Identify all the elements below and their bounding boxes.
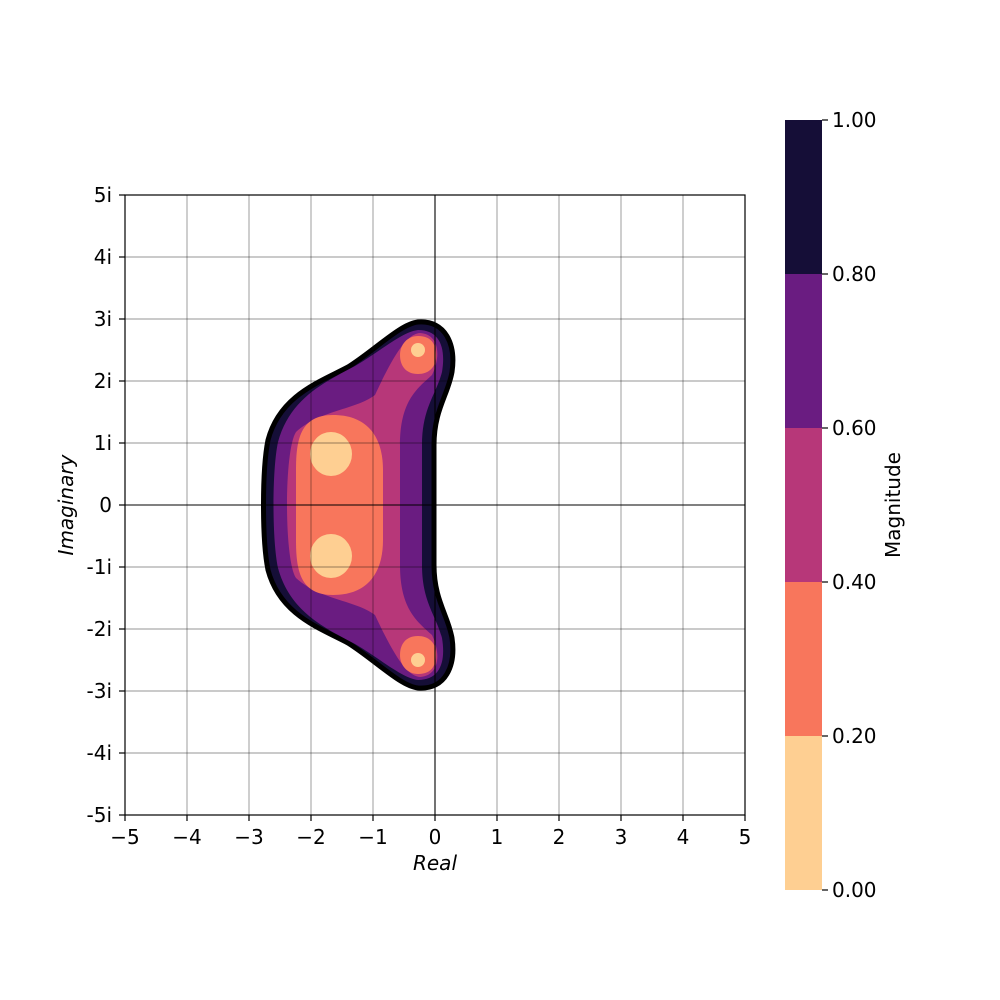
y-tick-label: 0 [99,493,112,517]
y-axis-label: Imaginary [54,453,78,555]
colorbar-band [785,736,822,890]
x-axis-ticks: −5 −4 −3 −2 −1 0 1 2 3 4 5 [110,815,751,849]
x-tick-label: 4 [677,825,690,849]
x-tick-label: −4 [172,825,201,849]
x-tick-label: 3 [615,825,628,849]
y-tick-label: -4i [87,741,113,765]
y-tick-label: -2i [87,617,113,641]
x-tick-label: −3 [234,825,263,849]
y-tick-label: 3i [94,307,112,331]
y-tick-label: 4i [94,245,112,269]
colorbar-label: Magnitude [881,452,905,558]
y-tick-label: -1i [87,555,113,579]
x-tick-label: −5 [110,825,139,849]
colorbar-band [785,274,822,428]
colorbar-band [785,582,822,736]
plot-area: −5 −4 −3 −2 −1 0 1 2 3 4 5 5i 4i 3i 2i 1i 0 -1i -2i -3i -4i… [54,183,751,875]
x-axis-label: Real [413,851,457,875]
contour-band-0.00-0.20-pole-3 [411,343,425,357]
x-tick-label: 1 [491,825,504,849]
y-axis-ticks: 5i 4i 3i 2i 1i 0 -1i -2i -3i -4i -5i [87,183,125,827]
colorbar-ticks: 0.00 0.20 0.40 0.60 0.80 1.00 [822,108,877,902]
colorbar-tick-label: 0.20 [832,724,877,748]
x-tick-label: −2 [296,825,325,849]
colorbar-bands [785,120,822,890]
y-tick-label: 5i [94,183,112,207]
colorbar-tick-label: 0.40 [832,570,877,594]
colorbar-band [785,428,822,582]
y-tick-label: -5i [87,803,113,827]
y-tick-label: 2i [94,369,112,393]
contour-band-0.00-0.20-pole-2 [310,534,352,578]
x-tick-label: 5 [739,825,752,849]
y-tick-label: -3i [87,679,113,703]
colorbar-tick-label: 1.00 [832,108,877,132]
colorbar-band [785,120,822,274]
colorbar-tick-label: 0.00 [832,878,877,902]
contour-band-0.00-0.20-pole-4 [411,653,425,667]
colorbar: 0.00 0.20 0.40 0.60 0.80 1.00 Magnitude [785,108,905,902]
x-tick-label: −1 [358,825,387,849]
x-tick-label: 2 [553,825,566,849]
y-tick-label: 1i [94,431,112,455]
colorbar-tick-label: 0.60 [832,416,877,440]
contour-band-0.00-0.20-pole-1 [310,432,352,476]
colorbar-tick-label: 0.80 [832,262,877,286]
x-tick-label: 0 [429,825,442,849]
